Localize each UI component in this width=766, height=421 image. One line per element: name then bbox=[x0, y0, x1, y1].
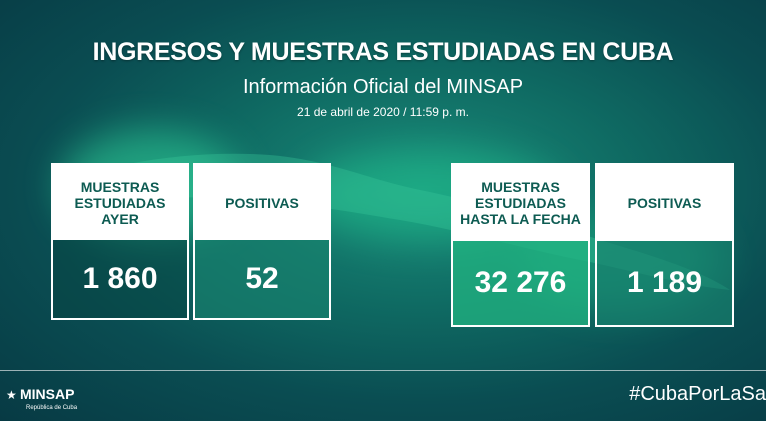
card-value: 1 189 bbox=[597, 241, 732, 325]
card-value: 32 276 bbox=[453, 241, 588, 325]
minsap-logo: ★ MINSAP República de Cuba bbox=[6, 386, 77, 411]
card-value: 1 860 bbox=[53, 240, 187, 318]
page-title: INGRESOS Y MUESTRAS ESTUDIADAS EN CUBA bbox=[92, 38, 674, 66]
card-positive-yesterday: POSITIVAS 52 bbox=[193, 163, 331, 320]
card-label: MUESTRAS ESTUDIADAS HASTA LA FECHA bbox=[453, 165, 588, 241]
footer-divider bbox=[0, 370, 766, 371]
report-date: 21 de abril de 2020 / 11:59 p. m. bbox=[297, 105, 469, 119]
logo-subtitle: República de Cuba bbox=[26, 405, 78, 411]
card-label: POSITIVAS bbox=[597, 165, 732, 241]
hashtag: #CubaPorLaSa bbox=[629, 383, 766, 405]
card-value: 52 bbox=[195, 240, 329, 318]
card-samples-total: MUESTRAS ESTUDIADAS HASTA LA FECHA 32 27… bbox=[451, 163, 590, 327]
logo-name: MINSAP bbox=[20, 386, 75, 402]
card-positive-total: POSITIVAS 1 189 bbox=[595, 163, 734, 327]
page-subtitle: Información Oficial del MINSAP bbox=[242, 76, 524, 98]
card-label: MUESTRAS ESTUDIADAS AYER bbox=[53, 165, 187, 240]
card-samples-yesterday: MUESTRAS ESTUDIADAS AYER 1 860 bbox=[51, 163, 189, 320]
star-icon: ★ bbox=[6, 388, 17, 402]
card-label: POSITIVAS bbox=[195, 165, 329, 240]
